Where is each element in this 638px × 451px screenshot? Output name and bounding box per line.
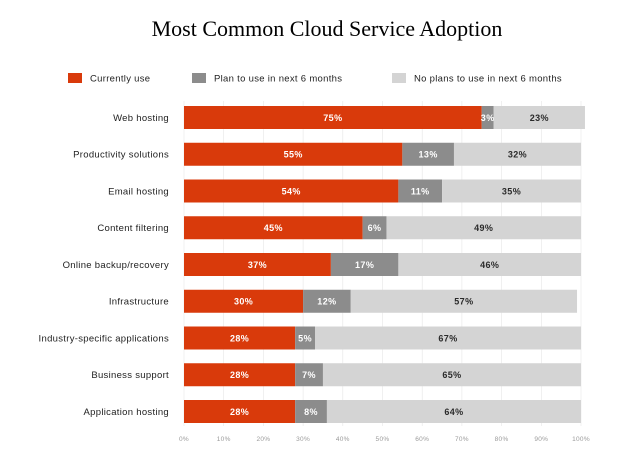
bar-segment bbox=[398, 179, 443, 203]
bar-value-label: 7% bbox=[302, 370, 316, 380]
x-tick-label: 100% bbox=[572, 436, 590, 443]
bar-value-label: 57% bbox=[454, 297, 473, 307]
bar-segment bbox=[184, 142, 403, 166]
bar-segment bbox=[184, 289, 304, 313]
x-tick-label: 60% bbox=[415, 436, 429, 443]
bar-value-label: 37% bbox=[248, 260, 267, 270]
bar-row: 55% 13% 32% bbox=[184, 142, 581, 166]
bar-value-label: 11% bbox=[411, 186, 430, 196]
bar-segment bbox=[184, 400, 296, 423]
bar-segment bbox=[315, 326, 581, 350]
bar-segment bbox=[322, 363, 581, 387]
bar-segment bbox=[295, 326, 316, 350]
category-label: Infrastructure bbox=[109, 297, 169, 308]
bar-row: 37% 17% 46% bbox=[184, 253, 581, 276]
bar-segment bbox=[442, 179, 581, 203]
bar-row: 75% 3% 23% bbox=[184, 106, 585, 129]
bar-value-label: 3% bbox=[481, 113, 495, 123]
bar-segment bbox=[184, 216, 363, 240]
bar-value-label: 17% bbox=[355, 260, 374, 270]
bar-segment bbox=[295, 363, 323, 387]
bar-value-label: 67% bbox=[438, 333, 457, 343]
bar-segment bbox=[398, 253, 581, 276]
bar-row: 28% 5% 67% bbox=[184, 326, 581, 350]
bar-value-label: 35% bbox=[502, 186, 521, 196]
legend-swatch-3 bbox=[392, 73, 406, 83]
bar-row: 28% 8% 64% bbox=[184, 400, 581, 423]
x-tick-label: 40% bbox=[336, 436, 350, 443]
x-tick-label: 50% bbox=[376, 436, 390, 443]
bar-segment bbox=[350, 289, 578, 313]
x-tick-label: 0% bbox=[179, 436, 189, 443]
category-label: Application hosting bbox=[84, 407, 169, 418]
bar-value-label: 32% bbox=[508, 150, 527, 160]
x-axis-ticks: 0% 10% 20% 30% 40% 50% 60% 70% 80% 90% 100% bbox=[179, 436, 590, 443]
bar-segment bbox=[386, 216, 581, 240]
category-label: Email hosting bbox=[108, 186, 169, 197]
legend: Currently use Plan to use in next 6 month… bbox=[68, 73, 562, 85]
bar-segment bbox=[295, 400, 327, 423]
bar-segment bbox=[184, 253, 331, 276]
bar-value-label: 13% bbox=[419, 150, 438, 160]
bar-segment bbox=[362, 216, 387, 240]
legend-label-3: No plans to use in next 6 months bbox=[414, 74, 562, 85]
category-label: Web hosting bbox=[113, 113, 169, 124]
x-tick-label: 90% bbox=[534, 436, 548, 443]
bar-value-label: 64% bbox=[444, 407, 463, 417]
bar-value-label: 30% bbox=[234, 297, 253, 307]
bar-value-label: 54% bbox=[282, 186, 301, 196]
bar-value-label: 55% bbox=[284, 150, 303, 160]
bar-segment bbox=[184, 326, 296, 350]
bar-segment bbox=[184, 363, 296, 387]
bar-segment bbox=[481, 106, 494, 129]
bar-row: 54% 11% 35% bbox=[184, 179, 581, 203]
category-labels: Web hosting Productivity solutions Email h… bbox=[39, 113, 169, 418]
bar-segment bbox=[453, 142, 581, 166]
bar-value-label: 12% bbox=[317, 297, 336, 307]
legend-label-2: Plan to use in next 6 months bbox=[214, 74, 342, 85]
x-tick-label: 30% bbox=[296, 436, 310, 443]
bar-value-label: 28% bbox=[230, 407, 249, 417]
bar-value-label: 49% bbox=[474, 223, 493, 233]
bar-value-label: 5% bbox=[298, 333, 312, 343]
category-label: Industry-specific applications bbox=[39, 333, 169, 344]
legend-label-1: Currently use bbox=[90, 74, 150, 85]
bar-value-label: 6% bbox=[368, 223, 382, 233]
bar-segment bbox=[184, 106, 482, 129]
category-label: Productivity solutions bbox=[73, 150, 169, 161]
bar-value-label: 45% bbox=[264, 223, 283, 233]
bar-segment bbox=[184, 179, 399, 203]
bar-value-label: 28% bbox=[230, 370, 249, 380]
bar-row: 30% 12% 57% bbox=[184, 289, 578, 313]
bar-row: 28% 7% 65% bbox=[184, 363, 581, 387]
x-tick-label: 20% bbox=[256, 436, 270, 443]
category-label: Online backup/recovery bbox=[63, 260, 169, 271]
x-tick-label: 10% bbox=[217, 436, 231, 443]
bars: 75% 3% 23% 55% 13% 32% 54% 11% 35% 45% 6% 49% 37% 17%… bbox=[184, 106, 585, 423]
bar-segment bbox=[493, 106, 585, 129]
bar-value-label: 46% bbox=[480, 260, 499, 270]
chart-title: Most Common Cloud Service Adoption bbox=[152, 16, 503, 41]
x-tick-label: 80% bbox=[495, 436, 509, 443]
category-label: Content filtering bbox=[97, 223, 169, 234]
bar-segment bbox=[326, 400, 581, 423]
bar-value-label: 8% bbox=[304, 407, 318, 417]
bar-value-label: 23% bbox=[530, 113, 549, 123]
bar-segment bbox=[402, 142, 454, 166]
bar-value-label: 65% bbox=[442, 370, 461, 380]
bar-segment bbox=[330, 253, 399, 276]
bar-value-label: 28% bbox=[230, 333, 249, 343]
legend-swatch-1 bbox=[68, 73, 82, 83]
legend-swatch-2 bbox=[192, 73, 206, 83]
bar-value-label: 75% bbox=[323, 113, 342, 123]
category-label: Business support bbox=[91, 370, 169, 381]
x-tick-label: 70% bbox=[455, 436, 469, 443]
bar-row: 45% 6% 49% bbox=[184, 216, 581, 240]
bar-segment bbox=[303, 289, 351, 313]
